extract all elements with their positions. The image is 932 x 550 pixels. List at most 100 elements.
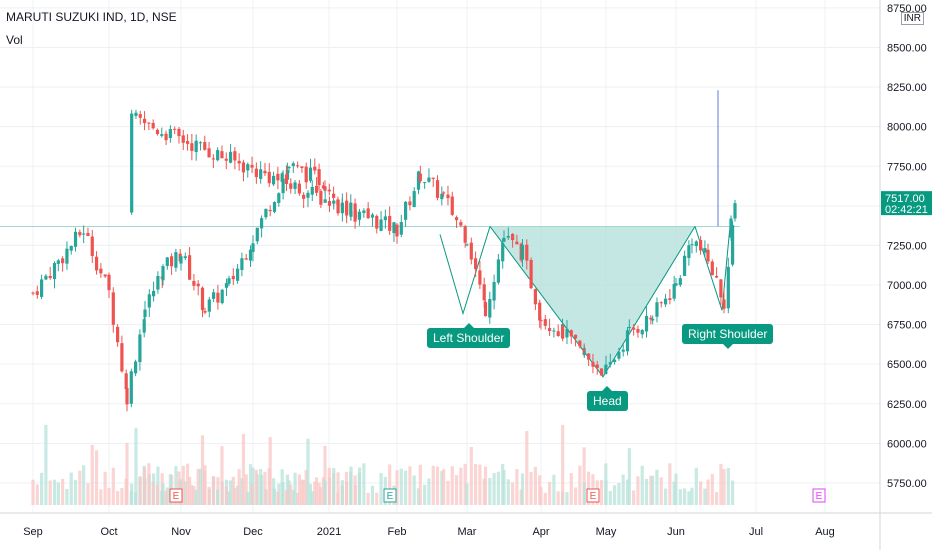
candle-body	[35, 291, 39, 295]
volume-bar	[655, 469, 659, 505]
volume-bar	[250, 484, 254, 505]
candle-body	[726, 266, 730, 309]
candle-body	[236, 268, 240, 281]
volume-bar	[332, 468, 336, 505]
volume-bar	[640, 465, 644, 505]
candle-body	[556, 331, 560, 336]
volume-bar	[722, 469, 726, 505]
candle-body	[179, 256, 183, 264]
volume-bar	[190, 485, 194, 505]
volume-bar	[44, 424, 48, 505]
candle-body	[515, 241, 519, 245]
volume-bar	[313, 481, 317, 505]
volume-bar	[719, 463, 723, 505]
candle-body	[90, 236, 94, 257]
right-shoulder-lines	[694, 226, 731, 311]
candle-body	[345, 200, 349, 216]
volume-bar	[224, 486, 228, 505]
volume-bar	[587, 471, 591, 505]
candle-body	[604, 365, 608, 375]
volume-bar	[99, 489, 103, 505]
candle-body	[203, 310, 207, 313]
volume-bar	[582, 447, 586, 505]
candle-body	[143, 309, 147, 318]
volume-bar	[103, 471, 107, 505]
candle-body	[446, 194, 450, 199]
volume-bar	[431, 465, 435, 505]
candle-body	[435, 180, 440, 198]
candle-body	[211, 158, 215, 160]
candle-body	[302, 194, 306, 199]
candle-body	[174, 252, 178, 268]
time-tick-label: Nov	[171, 526, 191, 538]
volume-bar	[375, 492, 379, 505]
volume-bar	[323, 445, 327, 505]
candle-body	[192, 280, 196, 286]
volume-bar	[529, 472, 533, 505]
candle-body	[65, 248, 69, 264]
volume-bar	[151, 482, 155, 505]
price-tick-label: 6000.00	[887, 438, 927, 450]
volume-bar	[181, 465, 185, 505]
volume-bar	[644, 478, 649, 505]
candle-body	[264, 208, 268, 218]
left-shoulder-lines	[439, 226, 491, 316]
candle-body	[99, 268, 103, 274]
volume-bar	[244, 474, 248, 505]
volume-indicator-label[interactable]: Vol	[6, 33, 23, 47]
candle-body	[130, 113, 134, 213]
price-tick-label: 6250.00	[887, 399, 927, 411]
candle-body	[668, 298, 672, 300]
candle-body	[69, 245, 73, 251]
volume-bar	[651, 475, 655, 505]
volume-bar	[353, 485, 357, 505]
candle-body	[349, 211, 353, 217]
earnings-marker-label: E	[816, 491, 823, 502]
candle-body	[651, 318, 655, 321]
bar-countdown: 02:42:21	[885, 204, 928, 216]
candle-body	[147, 122, 151, 124]
earnings-marker-icon	[812, 488, 826, 503]
volume-bar	[565, 492, 569, 505]
time-tick-label: Sep	[23, 526, 43, 538]
price-tick-label: 6750.00	[887, 320, 927, 332]
candle-body	[383, 216, 387, 221]
candle-body	[573, 334, 578, 339]
volume-bar	[276, 491, 280, 505]
candle-body	[733, 203, 737, 219]
price-tick-label: 6500.00	[887, 359, 927, 371]
candle-body	[353, 209, 357, 219]
candle-body	[663, 298, 668, 305]
volume-bar	[120, 488, 124, 505]
volume-bar	[459, 467, 463, 505]
volume-bar	[582, 482, 586, 505]
candle-body	[124, 373, 128, 390]
volume-bar	[488, 478, 492, 505]
earnings-marker-label: E	[387, 491, 394, 502]
candle-body	[636, 328, 640, 333]
candle-body	[138, 334, 142, 363]
candle-body	[561, 325, 565, 339]
candle-body	[188, 255, 192, 280]
candle-body	[548, 328, 552, 332]
volume-bar	[625, 479, 630, 505]
price-tick-label: 8000.00	[887, 122, 927, 134]
candle-body	[52, 263, 57, 280]
candle-body	[111, 292, 115, 325]
volume-bar	[715, 492, 719, 505]
volume-bar	[220, 446, 224, 505]
candle-body	[254, 168, 258, 178]
volume-bar	[379, 472, 383, 505]
candle-body	[94, 256, 99, 271]
candle-body	[268, 209, 272, 212]
volume-bar	[246, 492, 250, 505]
candle-body	[392, 222, 396, 234]
volume-bar	[683, 488, 687, 505]
volume-bar	[345, 481, 349, 505]
volume-bar	[40, 472, 44, 505]
time-tick-label: 2021	[317, 526, 341, 538]
candle-body	[240, 258, 244, 270]
volume-bar	[200, 435, 205, 505]
volume-bar	[349, 466, 353, 505]
